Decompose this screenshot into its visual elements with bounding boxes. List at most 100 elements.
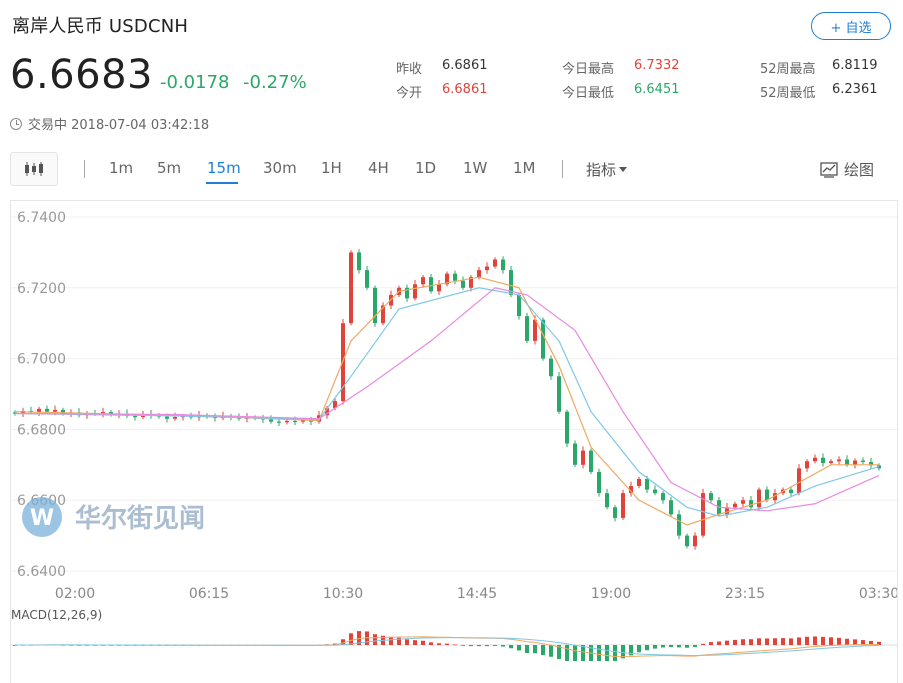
macd-bar — [701, 643, 705, 645]
macd-bar — [669, 645, 673, 648]
candle-body — [605, 493, 609, 508]
chart-toolbar: 1m 5m 15m 30m 1H 4H 1D 1W 1M 指标 绘图 — [0, 150, 903, 190]
ma-short-line — [14, 276, 879, 526]
x-tick-label: 10:30 — [323, 586, 363, 602]
candle-body — [773, 493, 777, 501]
tf-1d[interactable]: 1D — [415, 159, 437, 177]
candle-body — [525, 316, 529, 341]
divider — [562, 160, 563, 178]
tf-5m[interactable]: 5m — [157, 159, 182, 177]
draw-label: 绘图 — [844, 161, 875, 179]
candle-body — [749, 500, 753, 508]
candle-body — [173, 417, 177, 419]
tf-30m[interactable]: 30m — [263, 159, 297, 177]
candle-body — [517, 294, 521, 317]
macd-bar — [821, 636, 825, 645]
macd-bar — [629, 645, 633, 656]
tf-1mo[interactable]: 1M — [513, 159, 536, 177]
candle-body — [853, 460, 857, 465]
macd-bar — [357, 631, 361, 645]
x-tick-label: 06:15 — [189, 586, 229, 602]
candle-body — [461, 280, 465, 288]
macd-bar — [685, 645, 689, 648]
candle-body — [573, 443, 577, 465]
instrument-title: 离岸人民币 USDCNH — [12, 16, 189, 37]
y-tick-label: 6.6800 — [17, 422, 66, 438]
candlestick-icon — [25, 162, 43, 176]
macd-bar — [525, 645, 529, 653]
macd-bar — [645, 645, 649, 651]
candle-body — [757, 489, 761, 508]
y-tick-label: 6.7000 — [17, 352, 66, 368]
tf-1m[interactable]: 1m — [109, 159, 134, 177]
macd-dea-line — [14, 637, 880, 657]
indicators-dropdown[interactable]: 指标 — [586, 159, 628, 180]
macd-bar — [733, 639, 737, 645]
candle-body — [445, 273, 449, 285]
candle-body — [477, 270, 481, 278]
candle-body — [741, 500, 745, 504]
macd-bar — [869, 640, 873, 645]
macd-bar — [581, 645, 585, 661]
macd-bar — [653, 645, 657, 649]
stat-open: 今开 6.6861 — [396, 82, 488, 101]
tf-4h[interactable]: 4H — [368, 159, 389, 177]
macd-bar — [877, 641, 881, 645]
x-tick-label: 03:30 — [859, 586, 897, 602]
candle-body — [765, 489, 769, 501]
macd-bar — [501, 645, 505, 647]
macd-bar — [469, 645, 473, 647]
macd-bar — [493, 645, 497, 646]
candle-body — [581, 450, 585, 465]
macd-bar — [373, 634, 377, 645]
candle-body — [669, 500, 673, 515]
macd-bar — [661, 645, 665, 648]
macd-bar — [453, 644, 457, 646]
macd-bar — [725, 640, 729, 645]
candle-body — [437, 284, 441, 292]
macd-bar — [13, 645, 17, 646]
macd-bar — [781, 638, 785, 645]
stat-day-low: 今日最低 6.6451 — [562, 82, 680, 101]
stat-label: 52周最低 — [760, 86, 816, 101]
macd-bar — [853, 639, 857, 645]
tf-1h[interactable]: 1H — [321, 159, 342, 177]
stat-52w-high: 52周最高 6.8119 — [760, 58, 878, 77]
macd-bar — [773, 638, 777, 645]
candle-body — [133, 415, 137, 418]
divider — [84, 160, 85, 178]
candle-body — [357, 252, 361, 271]
macd-bar — [573, 645, 577, 661]
candle-body — [645, 478, 649, 490]
price-change: -0.0178 — [160, 72, 230, 93]
add-watchlist-button[interactable]: + 自选 — [811, 12, 891, 40]
tf-1w[interactable]: 1W — [463, 159, 488, 177]
macd-bar — [845, 638, 849, 645]
macd-bar — [621, 645, 625, 659]
candles — [13, 249, 881, 550]
candle-body — [405, 287, 409, 299]
tf-15m[interactable]: 15m — [207, 159, 241, 177]
candle-body — [621, 493, 625, 518]
candle-body — [293, 420, 297, 423]
candle-body — [269, 419, 273, 422]
macd-bar — [557, 645, 561, 660]
candle-body — [709, 493, 713, 501]
candle-body — [349, 252, 353, 324]
draw-tool-button[interactable]: 绘图 — [820, 159, 874, 180]
candle-body — [501, 259, 505, 271]
candle-body — [285, 420, 289, 423]
candle-body — [733, 503, 737, 508]
chart-type-button[interactable] — [10, 152, 58, 186]
macd-panel — [11, 631, 897, 661]
x-tick-label: 23:15 — [725, 586, 765, 602]
macd-bar — [757, 638, 761, 645]
candle-body — [837, 459, 841, 462]
macd-bar — [597, 645, 601, 661]
candle-body — [725, 507, 729, 515]
macd-bar — [693, 645, 697, 647]
candle-body — [421, 277, 425, 285]
candle-body — [309, 420, 313, 422]
